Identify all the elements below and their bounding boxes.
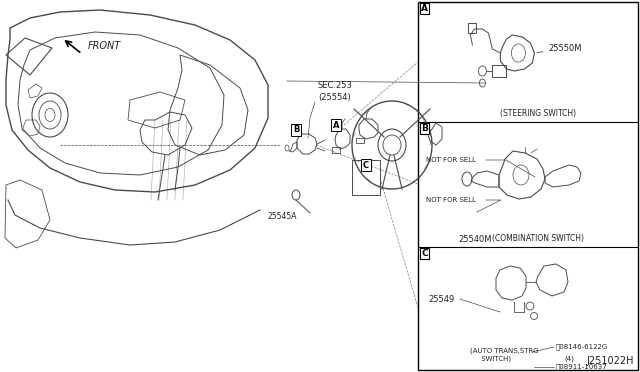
Text: J251022H: J251022H bbox=[586, 356, 634, 366]
Text: Ⓑ08146-6122G: Ⓑ08146-6122G bbox=[556, 344, 608, 350]
Text: SEC.253: SEC.253 bbox=[318, 81, 353, 90]
Text: C: C bbox=[421, 249, 428, 258]
Text: NOT FOR SELL: NOT FOR SELL bbox=[426, 157, 476, 163]
Text: B: B bbox=[293, 125, 299, 135]
Bar bbox=[418, 2, 638, 370]
Text: B: B bbox=[421, 124, 428, 133]
Text: A: A bbox=[333, 121, 339, 129]
Bar bbox=[352, 160, 380, 195]
Text: C: C bbox=[363, 160, 369, 170]
Text: FRONT: FRONT bbox=[88, 41, 121, 51]
Text: 25540M: 25540M bbox=[458, 235, 492, 244]
Bar bbox=[468, 23, 476, 33]
Text: (AUTO TRANS,STRG
     SWITCH): (AUTO TRANS,STRG SWITCH) bbox=[470, 348, 539, 362]
Text: (4): (4) bbox=[564, 356, 574, 362]
Bar bbox=[332, 147, 340, 153]
Text: 25549: 25549 bbox=[428, 295, 454, 304]
Text: 25550M: 25550M bbox=[537, 44, 582, 53]
Text: A: A bbox=[421, 4, 428, 13]
Text: (STEERING SWITCH): (STEERING SWITCH) bbox=[500, 109, 576, 118]
Bar bbox=[356, 138, 364, 143]
Text: Ⓝ08911-10637: Ⓝ08911-10637 bbox=[556, 364, 608, 370]
Text: (25554): (25554) bbox=[318, 93, 351, 102]
Text: 25545A: 25545A bbox=[268, 212, 297, 221]
Text: NOT FOR SELL: NOT FOR SELL bbox=[426, 197, 476, 203]
Text: (COMBINATION SWITCH): (COMBINATION SWITCH) bbox=[492, 234, 584, 243]
